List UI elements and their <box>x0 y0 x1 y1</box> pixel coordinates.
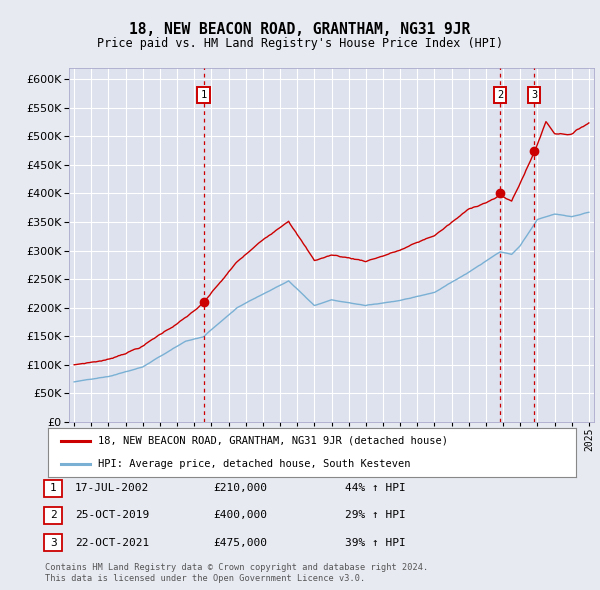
Text: 25-OCT-2019: 25-OCT-2019 <box>75 510 149 520</box>
Text: 18, NEW BEACON ROAD, GRANTHAM, NG31 9JR (detached house): 18, NEW BEACON ROAD, GRANTHAM, NG31 9JR … <box>98 436 448 446</box>
Text: £400,000: £400,000 <box>213 510 267 520</box>
Text: 17-JUL-2002: 17-JUL-2002 <box>75 483 149 493</box>
Text: 44% ↑ HPI: 44% ↑ HPI <box>345 483 406 493</box>
Text: Contains HM Land Registry data © Crown copyright and database right 2024.: Contains HM Land Registry data © Crown c… <box>45 563 428 572</box>
Text: 29% ↑ HPI: 29% ↑ HPI <box>345 510 406 520</box>
Text: £210,000: £210,000 <box>213 483 267 493</box>
Text: 3: 3 <box>50 537 57 548</box>
Text: Price paid vs. HM Land Registry's House Price Index (HPI): Price paid vs. HM Land Registry's House … <box>97 37 503 50</box>
Text: 1: 1 <box>200 90 206 100</box>
Text: HPI: Average price, detached house, South Kesteven: HPI: Average price, detached house, Sout… <box>98 459 410 469</box>
Text: 18, NEW BEACON ROAD, GRANTHAM, NG31 9JR: 18, NEW BEACON ROAD, GRANTHAM, NG31 9JR <box>130 22 470 37</box>
Text: This data is licensed under the Open Government Licence v3.0.: This data is licensed under the Open Gov… <box>45 574 365 583</box>
Text: 3: 3 <box>531 90 537 100</box>
Text: 22-OCT-2021: 22-OCT-2021 <box>75 537 149 548</box>
Text: 2: 2 <box>50 510 57 520</box>
Text: 1: 1 <box>50 483 57 493</box>
Text: 2: 2 <box>497 90 503 100</box>
Text: 39% ↑ HPI: 39% ↑ HPI <box>345 537 406 548</box>
Text: £475,000: £475,000 <box>213 537 267 548</box>
